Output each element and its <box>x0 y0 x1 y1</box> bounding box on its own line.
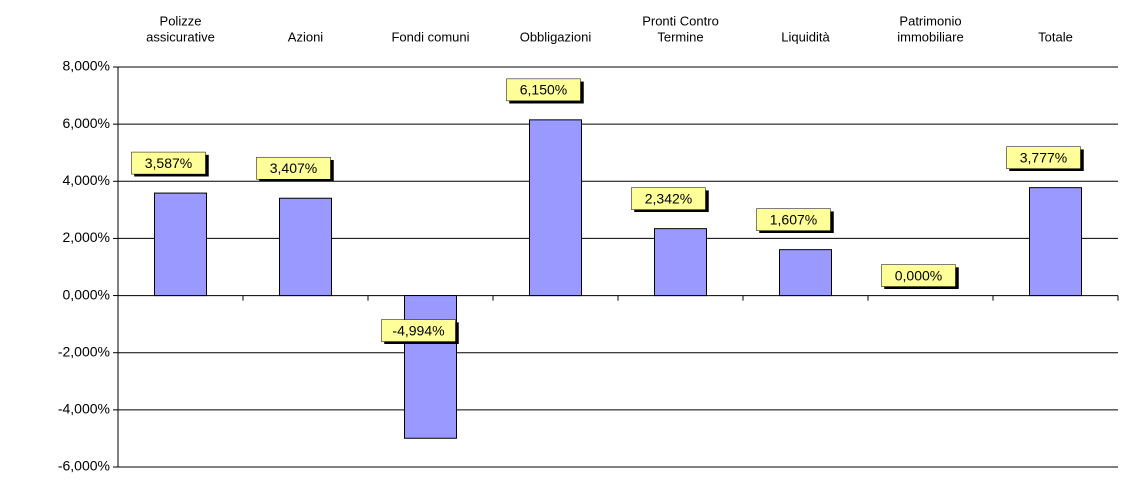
value-label-box <box>506 78 581 102</box>
bar <box>654 228 707 297</box>
y-tick-label: 6,000% <box>63 115 110 131</box>
x-tick-label: Liquidità <box>781 29 830 44</box>
value-label-text: 3,407% <box>270 160 317 176</box>
value-label-text: 1,607% <box>770 211 817 227</box>
y-tick-label: -6,000% <box>58 458 110 474</box>
x-tick-label: assicurative <box>146 29 215 44</box>
value-label: 6,150% <box>506 78 581 102</box>
value-label: -4,994% <box>381 319 456 342</box>
value-label-box <box>756 208 831 231</box>
value-label-text: 6,150% <box>520 82 567 98</box>
value-label: 1,607% <box>756 208 831 231</box>
value-label-text: 2,342% <box>645 190 692 206</box>
value-label-box <box>256 156 331 180</box>
value-label: 0,000% <box>881 264 956 287</box>
x-tick-label: Fondi comuni <box>391 29 469 44</box>
y-tick-label: 8,000% <box>63 58 110 74</box>
bar <box>279 197 332 297</box>
value-label: 2,342% <box>631 187 706 210</box>
y-tick-label: 4,000% <box>63 172 110 188</box>
y-tick-label: 0,000% <box>63 286 110 302</box>
x-tick-label: Totale <box>1038 29 1073 44</box>
y-tick-label: -4,000% <box>58 401 110 417</box>
value-label: 3,587% <box>131 151 206 175</box>
value-label-text: 3,777% <box>1020 149 1067 165</box>
bar <box>404 295 457 439</box>
y-tick-label: 2,000% <box>63 229 110 245</box>
x-tick-label: Pronti Contro <box>642 13 719 28</box>
y-tick-label: -2,000% <box>58 343 110 359</box>
value-label-text: -4,994% <box>392 322 444 338</box>
x-tick-label: Obbligazioni <box>520 29 592 44</box>
x-tick-label: Termine <box>657 29 703 44</box>
x-tick-label: Polizze <box>160 13 202 28</box>
value-label-box <box>381 319 456 342</box>
value-label-box <box>131 151 206 175</box>
value-label: 3,407% <box>256 156 331 180</box>
bar <box>779 249 832 297</box>
value-label-box <box>1006 146 1081 169</box>
x-tick-label: Azioni <box>288 29 324 44</box>
value-label-box <box>881 264 956 287</box>
bar <box>529 119 582 297</box>
bar <box>154 192 207 297</box>
value-label: 3,777% <box>1006 146 1081 169</box>
x-tick-label: immobiliare <box>897 29 963 44</box>
bar <box>1029 187 1082 297</box>
value-label-text: 0,000% <box>895 267 942 283</box>
value-label-box <box>631 187 706 210</box>
value-label-text: 3,587% <box>145 155 192 171</box>
x-tick-label: Patrimonio <box>899 13 961 28</box>
